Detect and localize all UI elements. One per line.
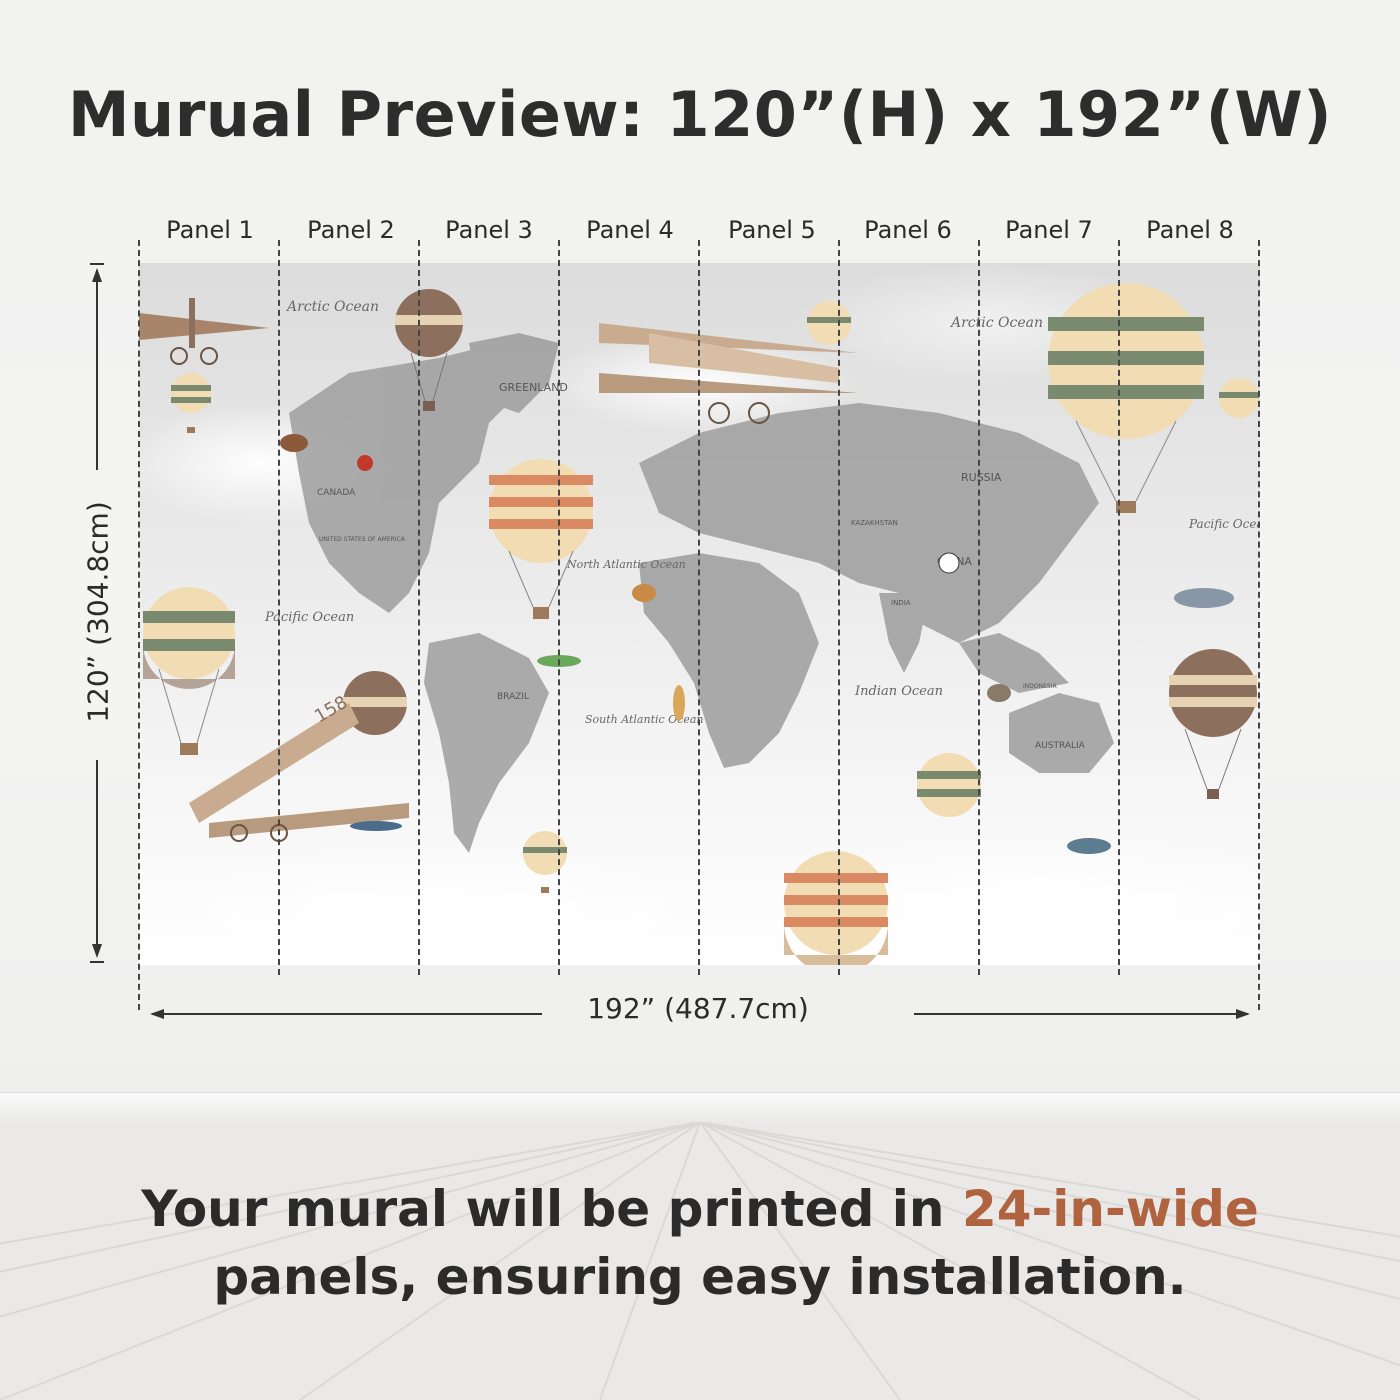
vintage-plane-1 xyxy=(139,298,269,365)
baseboard xyxy=(0,1092,1400,1123)
label-pacific-ocean-2: Pacific Ocean xyxy=(1188,517,1260,531)
label-arctic-ocean-2: Arctic Ocean xyxy=(949,315,1043,331)
label-arctic-ocean-1: Arctic Ocean xyxy=(285,299,379,315)
panel-divider-4 xyxy=(698,240,700,975)
label-indonesia: INDONESIA xyxy=(1023,683,1057,690)
label-india: INDIA xyxy=(891,599,911,607)
label-brazil: BRAZIL xyxy=(497,692,529,702)
dimension-arrows xyxy=(90,263,1250,1019)
label-pacific-ocean-1: Pacific Ocean xyxy=(264,610,354,625)
hot-air-balloon-6 xyxy=(523,831,567,893)
continents xyxy=(289,333,1114,853)
width-dimension-label: 192” (487.7cm) xyxy=(587,992,809,1025)
panel-label-7: Panel 7 xyxy=(1005,216,1093,244)
hot-air-balloon-9 xyxy=(1219,378,1259,418)
hot-air-balloon-11 xyxy=(917,753,981,817)
label-kazakhstan: KAZAKHSTAN xyxy=(851,519,898,527)
hot-air-balloon-8 xyxy=(1048,283,1204,513)
caption-prefix: Your mural will be printed in xyxy=(141,1180,962,1238)
label-russia: RUSSIA xyxy=(961,471,1002,484)
panel-label-3: Panel 3 xyxy=(445,216,533,244)
panel-divider-3 xyxy=(558,240,560,975)
label-indian-ocean: Indian Ocean xyxy=(854,684,943,699)
panel-label-2: Panel 2 xyxy=(307,216,395,244)
label-canada: CANADA xyxy=(317,488,356,498)
page-title: Murual Preview: 120”(H) x 192”(W) xyxy=(67,78,1333,151)
panel-divider-8 xyxy=(1258,240,1260,1010)
floor-planks xyxy=(0,1122,1400,1400)
mural-preview: GREENLAND CANADA UNITED STATES OF AMERIC… xyxy=(139,263,1260,965)
world-map-artwork: GREENLAND CANADA UNITED STATES OF AMERIC… xyxy=(139,263,1260,965)
hot-air-balloon-5 xyxy=(343,671,407,735)
panel-divider-1 xyxy=(278,240,280,975)
panel-divider-2 xyxy=(418,240,420,975)
hot-air-balloon-7 xyxy=(807,301,851,345)
caption-highlight: 24-in-wide xyxy=(961,1180,1259,1238)
panel-divider-0 xyxy=(138,240,140,1010)
label-north-atlantic: North Atlantic Ocean xyxy=(566,558,686,571)
label-south-atlantic: South Atlantic Ocean xyxy=(585,713,704,726)
panel-label-6: Panel 6 xyxy=(864,216,952,244)
hot-air-balloon-4 xyxy=(489,459,593,619)
caption-line-2: panels, ensuring easy installation. xyxy=(213,1248,1187,1306)
hot-air-balloon-2 xyxy=(171,373,211,433)
hot-air-balloon-3 xyxy=(395,289,463,411)
caption-line-1: Your mural will be printed in 24-in-wide xyxy=(0,1180,1400,1238)
label-greenland: GREENLAND xyxy=(499,381,568,394)
panel-label-5: Panel 5 xyxy=(728,216,816,244)
label-usa: UNITED STATES OF AMERICA xyxy=(319,536,406,543)
panel-divider-6 xyxy=(978,240,980,975)
vintage-plane-2 xyxy=(599,323,859,424)
label-australia: AUSTRALIA xyxy=(1035,741,1086,751)
panel-label-8: Panel 8 xyxy=(1146,216,1234,244)
panel-divider-7 xyxy=(1118,240,1120,975)
hot-air-balloon-1 xyxy=(143,587,235,755)
panel-label-1: Panel 1 xyxy=(166,216,254,244)
hot-air-balloon-12 xyxy=(784,851,888,965)
panel-divider-5 xyxy=(838,240,840,975)
wooden-floor xyxy=(0,1122,1400,1400)
height-dimension-label: 120” (304.8cm) xyxy=(81,501,115,723)
panel-label-4: Panel 4 xyxy=(586,216,674,244)
hot-air-balloon-10 xyxy=(1169,649,1257,799)
